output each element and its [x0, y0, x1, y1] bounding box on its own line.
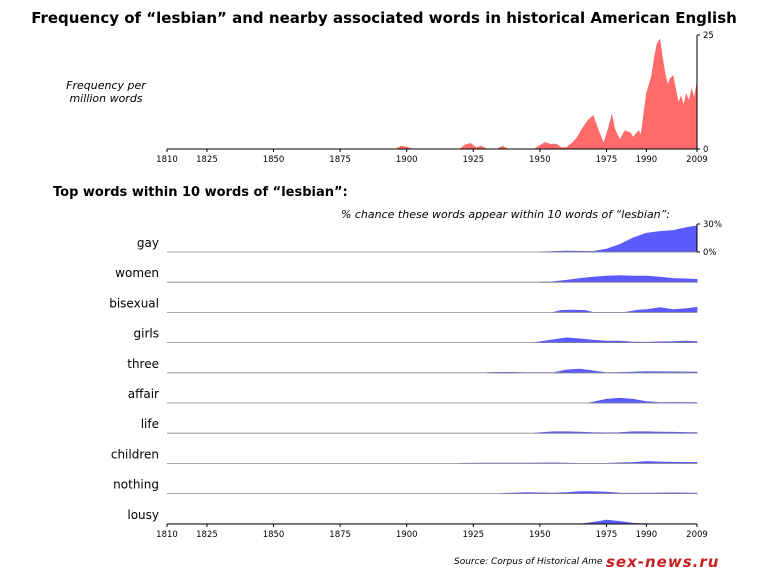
frequency-x-tick-label: 1825: [196, 155, 218, 165]
words-x-tick-label: 1990: [636, 530, 658, 540]
word-label-bisexual: bisexual: [109, 296, 159, 310]
words-x-tick-label: 1925: [462, 530, 484, 540]
word-area-gay: [539, 225, 698, 253]
frequency-area: [395, 38, 698, 150]
words-x-tick-label: 1900: [396, 530, 418, 540]
source-note: Source: Corpus of Historical Ame: [454, 557, 603, 567]
frequency-x-tick-label: 1975: [596, 155, 618, 165]
words-x-tick-label: 2009: [686, 530, 708, 540]
frequency-x-tick-label: 1990: [636, 155, 658, 165]
words-x-tick-label: 1950: [529, 530, 551, 540]
frequency-x-tick-label: 1925: [462, 155, 484, 165]
words-x-tick-label: 1975: [596, 530, 618, 540]
word-label-children: children: [111, 447, 159, 461]
frequency-x-tick-label: 1900: [396, 155, 418, 165]
words-x-tick-label: 1810: [156, 530, 178, 540]
percent-axis-label: % chance these words appear within 10 wo…: [340, 208, 670, 221]
frequency-x-tick-label: 1875: [329, 155, 351, 165]
top-words-subtitle: Top words within 10 words of “lesbian”:: [53, 185, 348, 200]
words-x-tick-label: 1850: [263, 530, 285, 540]
frequency-x-tick-label: 1850: [263, 155, 285, 165]
word-label-gay: gay: [137, 236, 159, 250]
words-x-tick-label: 1825: [196, 530, 218, 540]
frequency-x-tick-label: 1810: [156, 155, 178, 165]
word-area-lousy: [582, 519, 647, 525]
frequency-y-tick-label: 0: [703, 145, 708, 155]
word-area-nothing: [499, 491, 698, 494]
percent-y-tick-label: 0%: [703, 248, 717, 258]
watermark-logo: sex-news.ru: [606, 553, 720, 571]
chart-title: Frequency of “lesbian” and nearby associ…: [31, 9, 737, 27]
word-area-affair: [587, 397, 698, 404]
frequency-x-tick-label: 1950: [529, 155, 551, 165]
word-label-nothing: nothing: [113, 478, 159, 492]
percent-y-tick-label: 30%: [703, 220, 722, 230]
word-area-girls: [534, 337, 698, 343]
words-x-tick-label: 1875: [329, 530, 351, 540]
word-label-life: life: [141, 417, 159, 431]
word-label-affair: affair: [128, 387, 159, 401]
word-label-lousy: lousy: [127, 508, 159, 522]
frequency-y-tick-label: 25: [703, 31, 714, 41]
word-area-three: [486, 368, 698, 374]
word-label-girls: girls: [134, 327, 159, 341]
word-label-three: three: [127, 357, 159, 371]
word-label-women: women: [115, 266, 159, 280]
frequency-x-tick-label: 2009: [686, 155, 708, 165]
frequency-axis-label: Frequency per million words: [66, 79, 146, 105]
word-area-women: [539, 275, 698, 283]
word-area-bisexual: [553, 306, 698, 313]
